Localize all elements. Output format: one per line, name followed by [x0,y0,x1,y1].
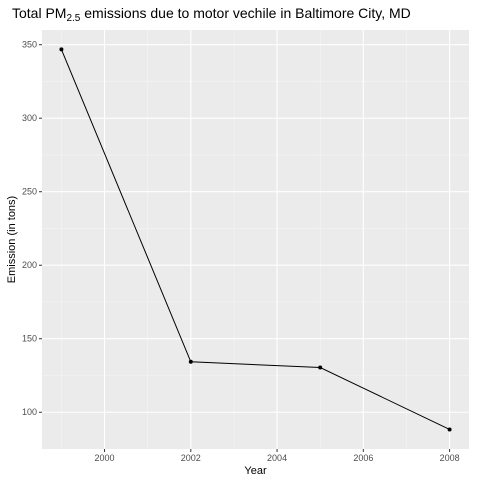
y-tick-label: 100 [22,407,37,417]
x-tick-label: 2006 [353,453,373,463]
axes-layer: 2000 2002 2004 2006 2008 100 150 200 250 300 350 [22,40,460,463]
series-layer [59,47,452,432]
minor-grid [42,30,469,449]
x-tick-label: 2000 [95,453,115,463]
y-axis-title: Emission (in tons) [6,196,18,283]
x-tick-label: 2002 [181,453,201,463]
x-tick-label: 2004 [267,453,287,463]
chart-title-prefix: Total PM [12,5,67,21]
y-tick-label: 300 [22,113,37,123]
chart-title-suffix: emissions due to motor vechile in Baltim… [80,5,411,21]
chart-title-subscript: 2.5 [66,13,81,24]
data-point [447,427,452,432]
x-tick-label: 2008 [440,453,460,463]
y-tick-label: 250 [22,187,37,197]
plot-panel [42,30,469,449]
x-axis-title: Year [244,465,267,477]
data-point [318,365,323,370]
major-grid [42,30,469,449]
y-tick-label: 150 [22,334,37,344]
data-point [59,47,64,52]
data-point [188,359,193,364]
chart-title: Total PM2.5 emissions due to motor vechi… [12,5,411,24]
emission-line [60,49,450,430]
y-tick-label: 350 [22,40,37,50]
y-tick-label: 200 [22,260,37,270]
